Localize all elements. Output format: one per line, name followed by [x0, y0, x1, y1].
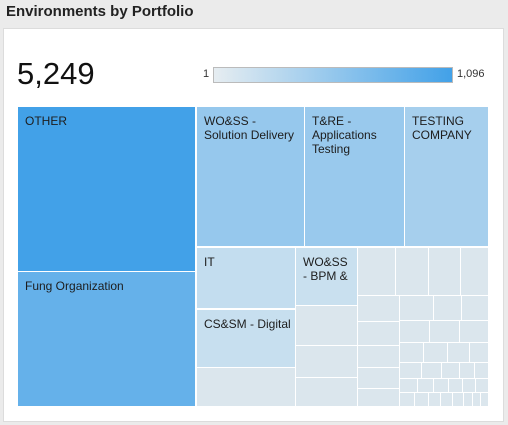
- color-legend-bar: [213, 67, 453, 83]
- treemap-tile-label: CS&SM - Digital: [204, 317, 291, 331]
- treemap-small-tile[interactable]: [462, 296, 489, 321]
- treemap-small-tile[interactable]: [463, 379, 476, 393]
- treemap-small-tile[interactable]: [358, 248, 396, 296]
- treemap-small-tile[interactable]: [473, 393, 481, 407]
- treemap-small-tile[interactable]: [429, 393, 441, 407]
- treemap-small-tile[interactable]: [464, 393, 473, 407]
- treemap-small-tile[interactable]: [400, 343, 424, 363]
- total-count: 5,249: [17, 56, 95, 91]
- treemap-small-tile[interactable]: [453, 393, 464, 407]
- treemap-tile[interactable]: CS&SM - Digital: [197, 310, 296, 368]
- treemap-small-tile[interactable]: [296, 306, 358, 346]
- treemap-small-tile[interactable]: [418, 379, 434, 393]
- treemap-tile[interactable]: WO&SS - Solution Delivery: [197, 107, 305, 247]
- treemap-small-tile[interactable]: [358, 322, 400, 346]
- legend-min-label: 1: [203, 68, 210, 80]
- treemap-tile-label: OTHER: [25, 114, 67, 128]
- treemap-small-tile[interactable]: [434, 379, 449, 393]
- treemap-tile[interactable]: OTHER: [18, 107, 196, 272]
- treemap-tile-label: TESTING COMPANY: [412, 114, 472, 142]
- treemap-small-tile[interactable]: [296, 346, 358, 378]
- treemap-small-tile[interactable]: [197, 368, 296, 407]
- treemap-small-tile[interactable]: [400, 296, 434, 321]
- treemap-tile-label: WO&SS - BPM &: [303, 255, 348, 283]
- treemap-small-tile[interactable]: [470, 343, 489, 363]
- treemap-small-tile[interactable]: [461, 248, 489, 296]
- treemap-small-tile[interactable]: [424, 343, 448, 363]
- treemap-small-tile[interactable]: [422, 363, 442, 379]
- treemap-small-tile[interactable]: [358, 368, 400, 389]
- legend-max-label: 1,096: [457, 68, 485, 80]
- treemap-tile-label: T&RE - Applications Testing: [312, 114, 377, 156]
- treemap-small-tile[interactable]: [358, 389, 400, 407]
- treemap-small-tile[interactable]: [400, 393, 415, 407]
- treemap-small-tile[interactable]: [430, 321, 460, 343]
- widget-title: Environments by Portfolio: [6, 3, 194, 20]
- treemap-small-tile[interactable]: [296, 378, 358, 407]
- treemap-tile[interactable]: IT: [197, 248, 296, 309]
- treemap-small-tile[interactable]: [396, 248, 429, 296]
- treemap-tile-label: IT: [204, 255, 215, 269]
- treemap-tile[interactable]: TESTING COMPANY: [405, 107, 489, 247]
- treemap-small-tile[interactable]: [415, 393, 429, 407]
- treemap-tile-label: Fung Organization: [25, 279, 124, 293]
- treemap-small-tile[interactable]: [400, 379, 418, 393]
- treemap-small-tile[interactable]: [476, 379, 489, 393]
- treemap-small-tile[interactable]: [475, 363, 489, 379]
- treemap-small-tile[interactable]: [358, 346, 400, 368]
- treemap-small-tile[interactable]: [434, 296, 462, 321]
- treemap-small-tile[interactable]: [429, 248, 461, 296]
- treemap-small-tile[interactable]: [449, 379, 463, 393]
- treemap-small-tile[interactable]: [442, 363, 460, 379]
- treemap-small-tile[interactable]: [460, 321, 489, 343]
- treemap-tile[interactable]: WO&SS - BPM &: [296, 248, 358, 306]
- treemap-small-tile[interactable]: [448, 343, 470, 363]
- treemap-tile[interactable]: Fung Organization: [18, 272, 196, 407]
- treemap-small-tile[interactable]: [400, 321, 430, 343]
- treemap-small-tile[interactable]: [481, 393, 489, 407]
- treemap-small-tile[interactable]: [358, 296, 400, 322]
- treemap-small-tile[interactable]: [460, 363, 475, 379]
- treemap-tile-label: WO&SS - Solution Delivery: [204, 114, 295, 142]
- treemap-tile[interactable]: T&RE - Applications Testing: [305, 107, 405, 247]
- treemap-small-tile[interactable]: [441, 393, 453, 407]
- treemap-small-tile[interactable]: [400, 363, 422, 379]
